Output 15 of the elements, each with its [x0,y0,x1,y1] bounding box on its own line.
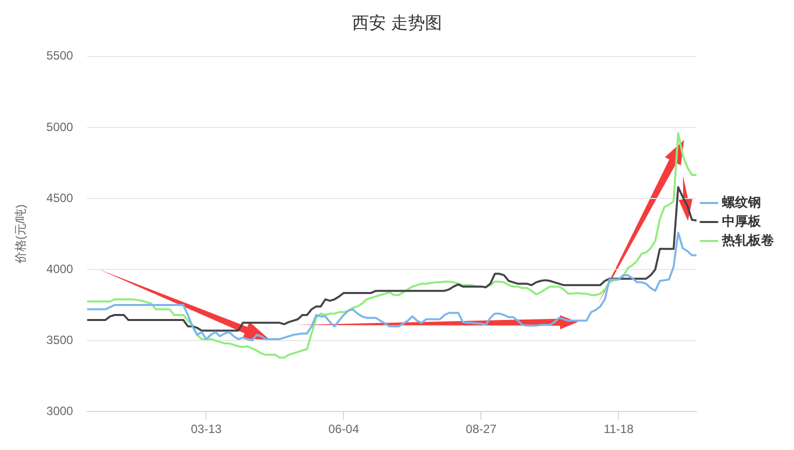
y-tick-label: 5500 [46,48,74,63]
y-tick-label: 3500 [46,332,74,347]
y-tick-label: 3000 [46,404,74,418]
legend-label: 螺纹钢 [721,194,761,210]
y-tick-label: 5000 [46,120,74,134]
y-axis-title: 价格(元/吨) [14,204,28,265]
chart-title: 西安 走势图 [352,14,442,34]
y-tick-label: 4000 [46,262,74,276]
x-tick-label: 06-04 [328,422,360,436]
legend-label: 中厚板 [722,214,762,230]
x-tick-label: 11-18 [604,422,634,436]
legend-label: 热轧板卷 [721,233,774,248]
x-tick-label: 08-27 [466,422,497,436]
x-tick-label: 03-13 [190,422,222,436]
y-tick-label: 4500 [46,190,74,205]
